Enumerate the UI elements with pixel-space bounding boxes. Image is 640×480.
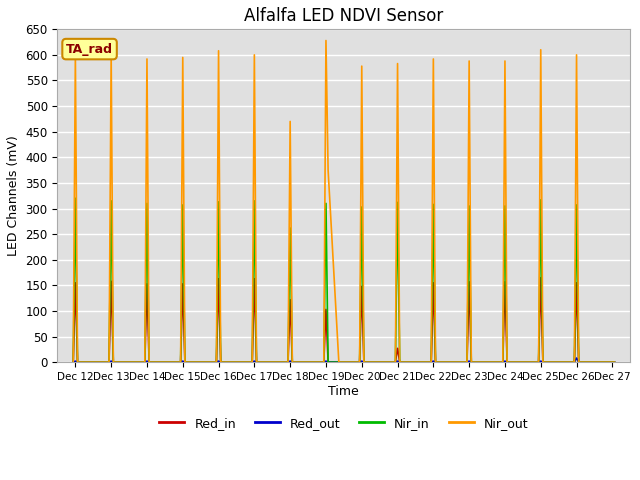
Text: TA_rad: TA_rad bbox=[66, 43, 113, 56]
X-axis label: Time: Time bbox=[328, 384, 359, 397]
Legend: Red_in, Red_out, Nir_in, Nir_out: Red_in, Red_out, Nir_in, Nir_out bbox=[154, 412, 533, 435]
Title: Alfalfa LED NDVI Sensor: Alfalfa LED NDVI Sensor bbox=[244, 7, 444, 25]
Y-axis label: LED Channels (mV): LED Channels (mV) bbox=[7, 135, 20, 256]
